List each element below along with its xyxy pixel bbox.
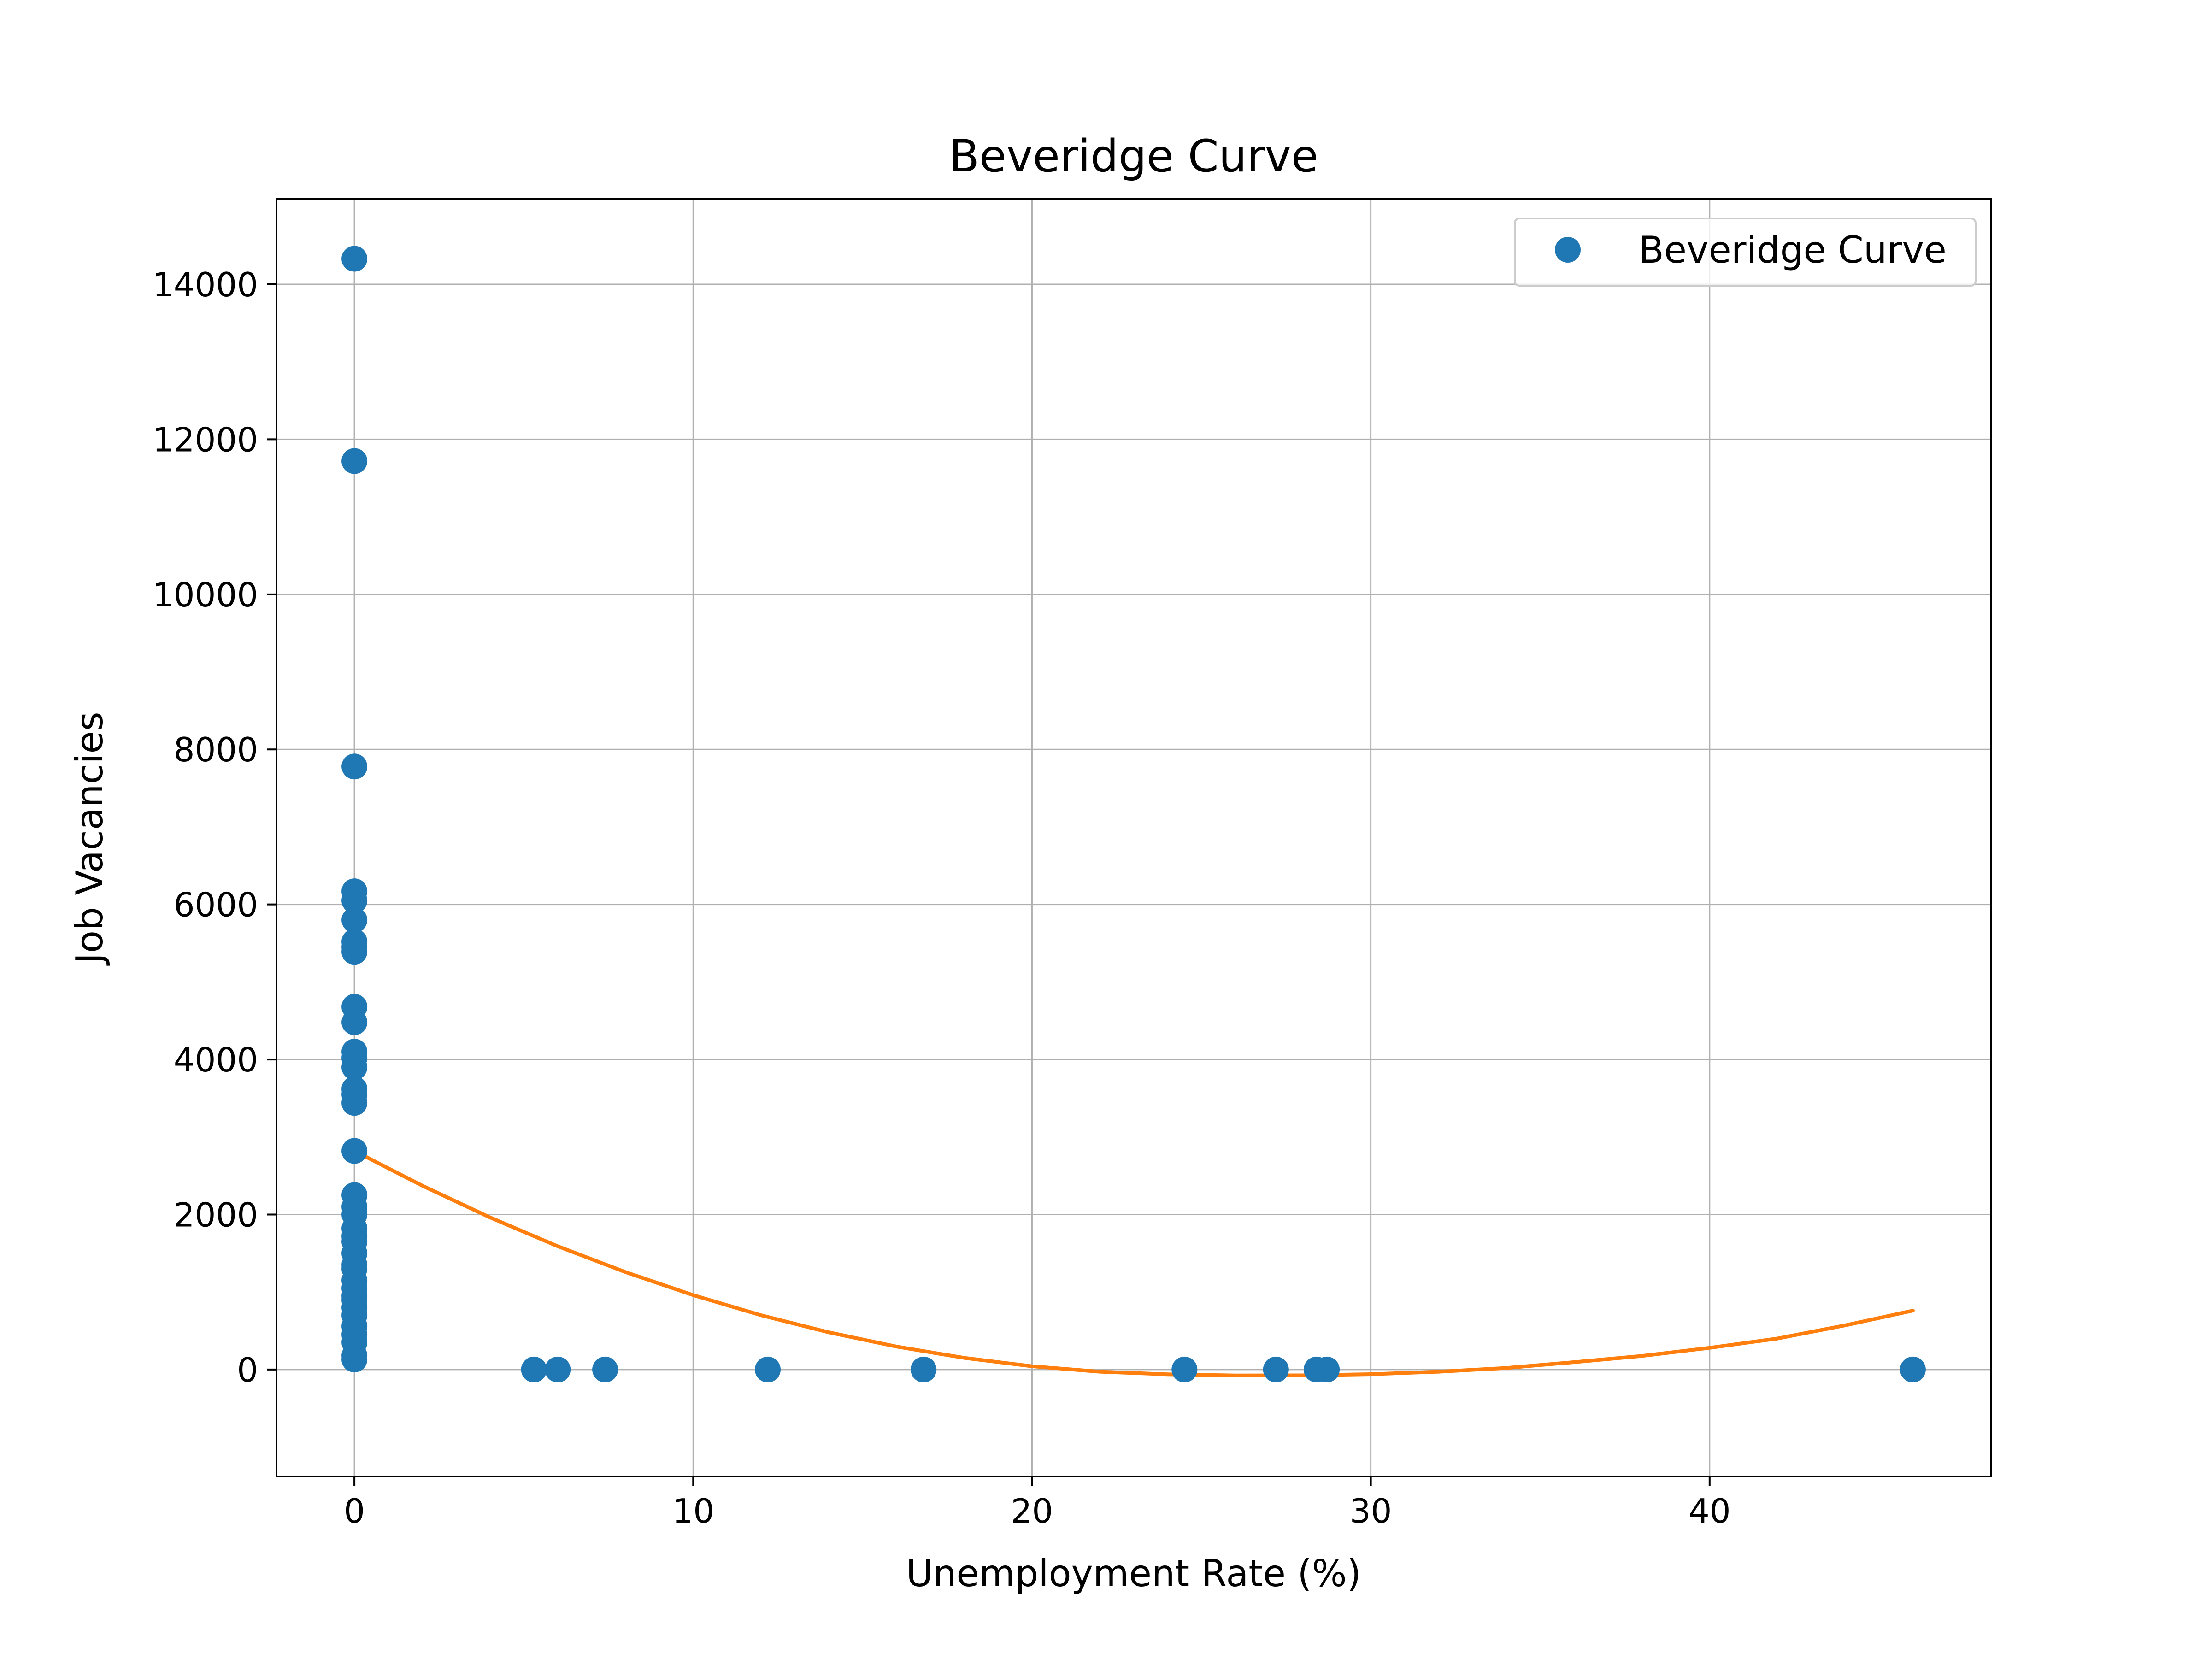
data-point (341, 934, 368, 960)
y-tick-label: 12000 (153, 420, 258, 459)
data-point (341, 246, 368, 272)
y-tick-label: 2000 (174, 1195, 258, 1234)
data-point (521, 1356, 547, 1382)
x-axis-label: Unemployment Rate (%) (906, 1552, 1361, 1595)
data-point (592, 1356, 618, 1382)
legend-frame (1514, 218, 1977, 287)
data-point (341, 1252, 368, 1278)
y-tick-label: 8000 (174, 730, 258, 769)
chart-title: Beveridge Curve (949, 130, 1318, 182)
data-point (1314, 1356, 1340, 1382)
legend-marker-beveridge-curve (1555, 237, 1581, 263)
grid (276, 199, 1991, 1477)
data-point (341, 1347, 368, 1372)
fit-curve (353, 1149, 1915, 1377)
data-point (341, 1009, 368, 1035)
data-point (341, 753, 368, 780)
data-point (341, 1138, 368, 1164)
data-point (341, 1081, 368, 1107)
scatter-points (341, 246, 1926, 1382)
x-tick-label: 30 (1350, 1492, 1392, 1530)
data-point (341, 888, 368, 914)
fit-line (353, 1149, 1915, 1377)
y-tick-label: 6000 (174, 886, 258, 924)
legend: Beveridge Curve (1514, 218, 1977, 287)
x-tick-label: 40 (1688, 1492, 1731, 1530)
data-point (1900, 1356, 1926, 1382)
legend-label-beveridge-curve: Beveridge Curve (1639, 229, 1947, 271)
x-tick-label: 20 (1011, 1492, 1053, 1530)
data-point (341, 448, 368, 474)
data-point (1171, 1356, 1198, 1382)
x-tick-label: 10 (672, 1492, 714, 1530)
data-point (911, 1356, 937, 1382)
data-point (341, 1045, 368, 1071)
data-point (341, 1287, 368, 1313)
data-point (341, 1201, 368, 1228)
data-point (341, 907, 368, 933)
y-tick-label: 10000 (153, 576, 258, 614)
data-point (755, 1356, 781, 1382)
data-point (545, 1356, 571, 1382)
y-tick-label: 14000 (153, 265, 258, 304)
plot-area-frame (276, 198, 1992, 1477)
y-axis-label: Job Vacancies (68, 712, 111, 966)
data-point (341, 1229, 368, 1255)
axis-ticks: 0 10 20 30 40 0 2000 4000 6000 8000 10000 12000 1400… (153, 265, 1731, 1530)
y-tick-label: 0 (237, 1351, 258, 1389)
x-tick-label: 0 (344, 1492, 365, 1530)
data-point (1263, 1356, 1289, 1382)
y-tick-label: 4000 (174, 1041, 258, 1079)
